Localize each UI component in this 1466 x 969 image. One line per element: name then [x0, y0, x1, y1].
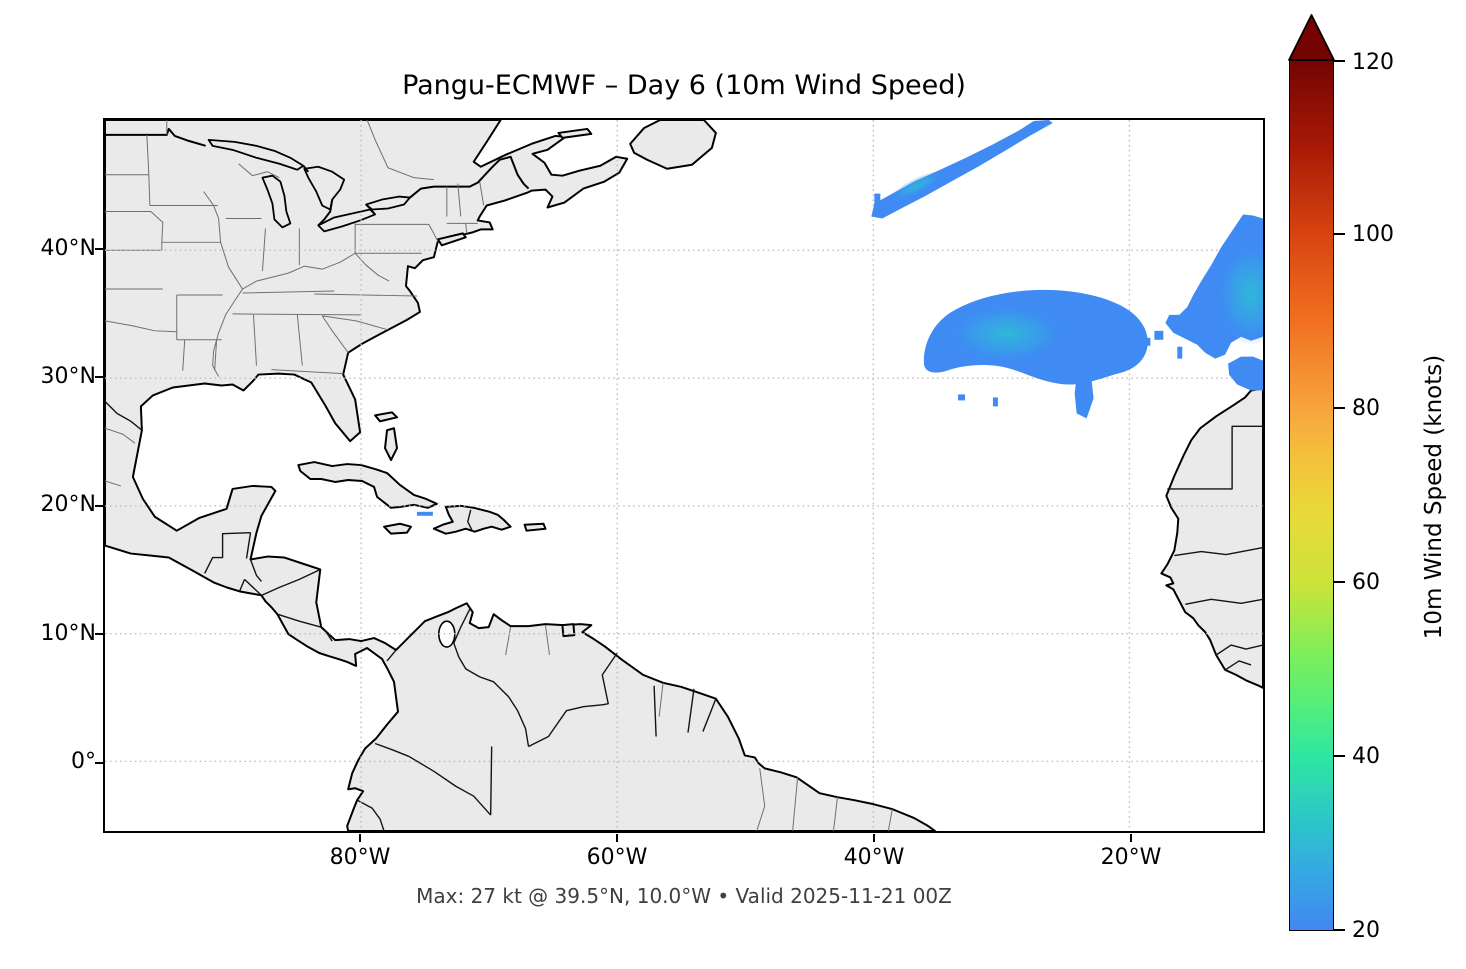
y-tickmark	[95, 762, 103, 764]
landmass-africa	[1160, 387, 1263, 689]
colorbar-tickmark	[1334, 60, 1345, 62]
island-newfoundland	[629, 120, 717, 170]
island-cuba	[297, 461, 438, 509]
y-tick-40n: 40°N	[40, 236, 96, 261]
y-tick-10n: 10°N	[40, 621, 96, 646]
x-tick-80w: 80°W	[329, 845, 391, 870]
atlantic-basin-map	[105, 120, 1263, 831]
x-tick-40w: 40°W	[843, 845, 905, 870]
colorbar-tick-80: 80	[1352, 396, 1380, 421]
chart-title: Pangu-ECMWF – Day 6 (10m Wind Speed)	[402, 70, 966, 101]
y-tick-0: 0°	[71, 749, 96, 774]
x-tickmark	[873, 834, 875, 842]
x-tickmark	[616, 834, 618, 842]
lake-ontario	[365, 195, 411, 211]
state-borders	[105, 120, 893, 831]
x-tick-60w: 60°W	[586, 845, 648, 870]
y-tickmark	[95, 248, 103, 250]
island-long-island	[436, 232, 467, 247]
max-value-caption: Max: 27 kt @ 39.5°N, 10.0°W • Valid 2025…	[416, 884, 952, 908]
y-tickmark	[95, 505, 103, 507]
wind-speed-field	[416, 120, 1263, 516]
island-andros	[384, 427, 398, 462]
x-tickmark	[1130, 834, 1132, 842]
island-anticosti	[557, 127, 593, 139]
wind-streak-northeast	[871, 120, 1053, 219]
colorbar-tickmark	[1334, 407, 1345, 409]
gridlines	[105, 120, 1263, 831]
country-borders	[105, 400, 1263, 831]
colorbar-tickmark	[1334, 233, 1345, 235]
island-puerto-rico	[523, 522, 547, 532]
colorbar-tick-20: 20	[1352, 918, 1380, 943]
lake-erie	[317, 208, 376, 233]
wind-crescent-tail	[1074, 376, 1094, 419]
islands	[297, 120, 717, 638]
colorbar-tickmark	[1334, 929, 1345, 931]
colorbar-tickmark	[1334, 755, 1345, 757]
wind-blob-east-lower	[1228, 356, 1263, 391]
y-tick-30n: 30°N	[40, 364, 96, 389]
island-grand-bahama	[374, 411, 398, 423]
lake-superior	[207, 138, 305, 171]
x-tickmark	[359, 834, 361, 842]
island-hispaniola	[432, 504, 512, 535]
map-plot-area	[103, 118, 1265, 833]
lake-michigan	[261, 174, 292, 229]
wind-speck-caribbean	[416, 511, 433, 516]
colorbar-tick-60: 60	[1352, 570, 1380, 595]
island-trinidad	[561, 623, 576, 638]
colorbar-extend-arrow	[1288, 14, 1335, 61]
y-tick-20n: 20°N	[40, 492, 96, 517]
colorbar-tick-120: 120	[1352, 50, 1394, 75]
y-tickmark	[95, 376, 103, 378]
island-jamaica	[383, 522, 412, 535]
usa-canada-border	[105, 127, 530, 227]
colorbar-axis-label: 10m Wind Speed (knots)	[1421, 354, 1447, 640]
landmass-americas	[105, 120, 937, 831]
colorbar-tick-40: 40	[1352, 744, 1380, 769]
colorbar-tickmark	[1334, 581, 1345, 583]
y-tickmark	[95, 633, 103, 635]
x-tick-20w: 20°W	[1100, 845, 1162, 870]
colorbar	[1289, 60, 1334, 931]
colorbar-tick-100: 100	[1352, 222, 1394, 247]
lake-maracaibo	[438, 620, 456, 648]
